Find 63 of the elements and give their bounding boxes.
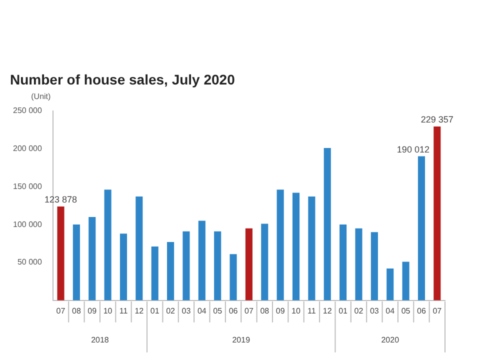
- bar: [120, 234, 128, 300]
- bar: [151, 246, 158, 300]
- text: 2020: [381, 335, 400, 344]
- bar: [214, 231, 222, 300]
- x-tick-label: 04: [386, 306, 396, 316]
- x-tick-label: 05: [213, 306, 223, 316]
- x-tick-label: 01: [338, 306, 348, 316]
- bar: [182, 231, 190, 300]
- bar: [292, 192, 300, 300]
- bar: [418, 156, 426, 300]
- y-tick-label: 50 000: [17, 258, 42, 267]
- bar: [370, 232, 378, 300]
- y-tick-label: 200 000: [12, 144, 42, 153]
- bar: [230, 254, 237, 300]
- bar: [340, 224, 347, 300]
- x-tick-label: 10: [103, 306, 113, 316]
- x-tick-label: 09: [276, 306, 286, 316]
- bar: [88, 216, 96, 300]
- bar: [308, 196, 316, 300]
- x-tick-label: 03: [370, 306, 380, 316]
- x-tick-label: 06: [228, 306, 238, 316]
- y-tick-label: 150 000: [12, 182, 42, 191]
- x-tick-label: 11: [119, 306, 128, 316]
- data-label: 123 878: [44, 194, 78, 204]
- x-tick-label: 02: [166, 306, 176, 316]
- bar: [72, 224, 80, 300]
- x-tick-label: 01: [150, 306, 160, 316]
- y-tick-label: 100 000: [12, 220, 42, 229]
- bar: [324, 148, 331, 300]
- x-tick-label: 03: [182, 306, 192, 316]
- x-tick-label: 12: [134, 306, 144, 316]
- x-tick-label: 05: [401, 306, 411, 316]
- x-tick-label: 11: [308, 306, 316, 316]
- bar: [57, 206, 64, 300]
- bar: [104, 190, 112, 300]
- bar: [386, 268, 394, 300]
- x-tick-label: 07: [56, 306, 66, 316]
- y-tick-label: 250 000: [12, 106, 42, 116]
- text: 2018: [91, 335, 110, 344]
- bar: [136, 196, 143, 300]
- bar: [261, 224, 268, 300]
- x-tick-label: 08: [260, 306, 270, 316]
- chart-title: Number of house sales, July 2020: [10, 71, 236, 88]
- bar: [355, 228, 362, 300]
- data-label: 229 357: [420, 114, 454, 124]
- bar: [198, 220, 206, 300]
- bar: [167, 242, 174, 300]
- bar: [276, 190, 284, 300]
- bar: [402, 262, 410, 300]
- x-tick-label: 07: [244, 306, 254, 316]
- x-tick-label: 06: [417, 306, 426, 316]
- text: 2019: [232, 335, 251, 344]
- x-tick-label: 10: [292, 306, 302, 316]
- x-tick-label: 09: [88, 306, 98, 316]
- y-axis-title: (Unit): [31, 92, 52, 101]
- x-tick-label: 12: [322, 306, 332, 316]
- x-tick-label: 04: [197, 306, 207, 316]
- x-tick-label: 02: [354, 306, 364, 316]
- bar: [434, 126, 441, 300]
- data-label: 190 012: [396, 144, 430, 154]
- bar: [245, 228, 252, 300]
- x-tick-label: 07: [432, 306, 442, 316]
- x-tick-label: 08: [72, 306, 82, 316]
